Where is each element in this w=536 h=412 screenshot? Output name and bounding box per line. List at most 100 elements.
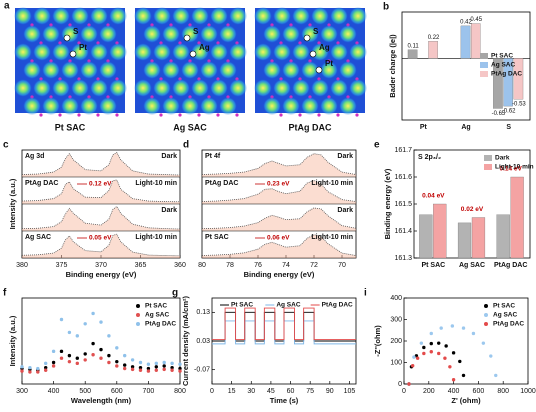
density-blob bbox=[52, 79, 70, 97]
bar bbox=[457, 222, 472, 259]
atom-label: S bbox=[313, 27, 319, 36]
spectrum bbox=[201, 180, 357, 202]
atom bbox=[197, 113, 201, 117]
bar bbox=[470, 23, 481, 59]
x-tick-label: 200 bbox=[423, 388, 435, 395]
density-blob bbox=[210, 79, 228, 97]
legend-swatch bbox=[484, 164, 492, 170]
point bbox=[481, 341, 486, 345]
x-tick-label: Pt bbox=[420, 124, 428, 131]
density-blob bbox=[263, 25, 281, 43]
density-blob bbox=[254, 79, 272, 97]
density-blob bbox=[134, 7, 152, 25]
x-tick-label: Ag bbox=[461, 124, 470, 131]
density-blob bbox=[181, 97, 199, 115]
density-blob bbox=[292, 79, 310, 97]
density-blob bbox=[109, 79, 127, 97]
atom-label: Pt bbox=[79, 43, 87, 52]
x-tick-label: 78 bbox=[226, 262, 234, 269]
point bbox=[107, 353, 111, 358]
density-blob bbox=[229, 79, 247, 97]
x-tick-label: 400 bbox=[448, 388, 460, 395]
point bbox=[458, 359, 462, 364]
bar bbox=[513, 58, 524, 100]
image-caption: Ag SAC bbox=[173, 122, 207, 132]
legend-label: PtAg DAC bbox=[491, 71, 522, 78]
density-blob bbox=[273, 79, 291, 97]
density-blob bbox=[229, 43, 247, 61]
point bbox=[419, 341, 424, 345]
density-blob bbox=[14, 79, 32, 97]
density-blob bbox=[143, 97, 161, 115]
point bbox=[130, 358, 135, 362]
plot-frame bbox=[21, 297, 181, 385]
image-caption: PtAg DAC bbox=[289, 122, 332, 132]
density-blob bbox=[311, 79, 329, 97]
density-blob bbox=[229, 7, 247, 25]
point bbox=[28, 365, 32, 370]
y-tick-label: -0.07 bbox=[194, 367, 210, 374]
value-label: -0.62 bbox=[502, 109, 516, 115]
shift-label: 0.23 eV bbox=[267, 181, 290, 188]
point bbox=[162, 360, 166, 365]
y-axis-label: Binding energy (eV) bbox=[383, 168, 392, 239]
y-tick-label: 161.7 bbox=[394, 147, 412, 154]
bar bbox=[510, 176, 524, 259]
density-blob bbox=[109, 43, 127, 61]
density-blob bbox=[330, 43, 348, 61]
series-label: Light-10 min bbox=[311, 180, 353, 187]
y-tick-label: 161.3 bbox=[394, 255, 412, 262]
density-blob bbox=[191, 43, 209, 61]
peak-fill bbox=[22, 206, 180, 231]
density-blob bbox=[330, 7, 348, 25]
point bbox=[437, 351, 441, 356]
legend-swatch bbox=[480, 53, 488, 59]
x-tick-label: 60 bbox=[287, 388, 295, 395]
density-blob bbox=[42, 97, 60, 115]
point bbox=[170, 368, 174, 372]
density-blob bbox=[320, 61, 338, 79]
series-label: Dark bbox=[161, 207, 177, 214]
legend-label: Pt SAC bbox=[145, 303, 167, 310]
x-tick-label: Ag SAC bbox=[459, 262, 485, 269]
density-blob bbox=[80, 25, 98, 43]
panel-letter: e bbox=[374, 140, 380, 151]
density-blob bbox=[254, 43, 272, 61]
density-blob bbox=[172, 7, 190, 25]
density-blob bbox=[263, 97, 281, 115]
y-tick-label: 0.03 bbox=[196, 338, 210, 345]
y-tick-label: 0 bbox=[398, 381, 402, 388]
density-blob bbox=[349, 43, 367, 61]
density-blob bbox=[33, 7, 51, 25]
atom-marker bbox=[69, 50, 77, 58]
density-blob bbox=[191, 79, 209, 97]
point bbox=[450, 324, 455, 328]
legend-label: Ag SAC bbox=[276, 302, 301, 309]
chart-title: Pt 4f bbox=[205, 153, 221, 160]
density-blob bbox=[301, 61, 319, 79]
density-blob bbox=[153, 79, 171, 97]
x-tick-label: S bbox=[506, 124, 511, 131]
point bbox=[461, 326, 466, 330]
panel-letter: f bbox=[3, 288, 7, 299]
point bbox=[99, 320, 103, 324]
y-tick-label: 161.5 bbox=[394, 201, 412, 208]
density-blob bbox=[90, 7, 108, 25]
x-tick-label: 360 bbox=[174, 262, 186, 269]
density-blob bbox=[162, 61, 180, 79]
x-tick-label: 30 bbox=[247, 388, 255, 395]
density-blob bbox=[14, 43, 32, 61]
point bbox=[75, 356, 80, 360]
x-axis-label: Z' (ohm) bbox=[451, 396, 481, 405]
point bbox=[91, 341, 95, 346]
density-blob bbox=[339, 61, 357, 79]
point bbox=[83, 322, 87, 326]
series-label: Dark bbox=[337, 153, 353, 160]
atom bbox=[58, 113, 62, 117]
density-blob bbox=[282, 97, 300, 115]
point bbox=[162, 367, 166, 372]
density-blob bbox=[90, 43, 108, 61]
point bbox=[67, 330, 72, 335]
x-tick-label: 375 bbox=[56, 262, 68, 269]
point bbox=[178, 366, 182, 371]
